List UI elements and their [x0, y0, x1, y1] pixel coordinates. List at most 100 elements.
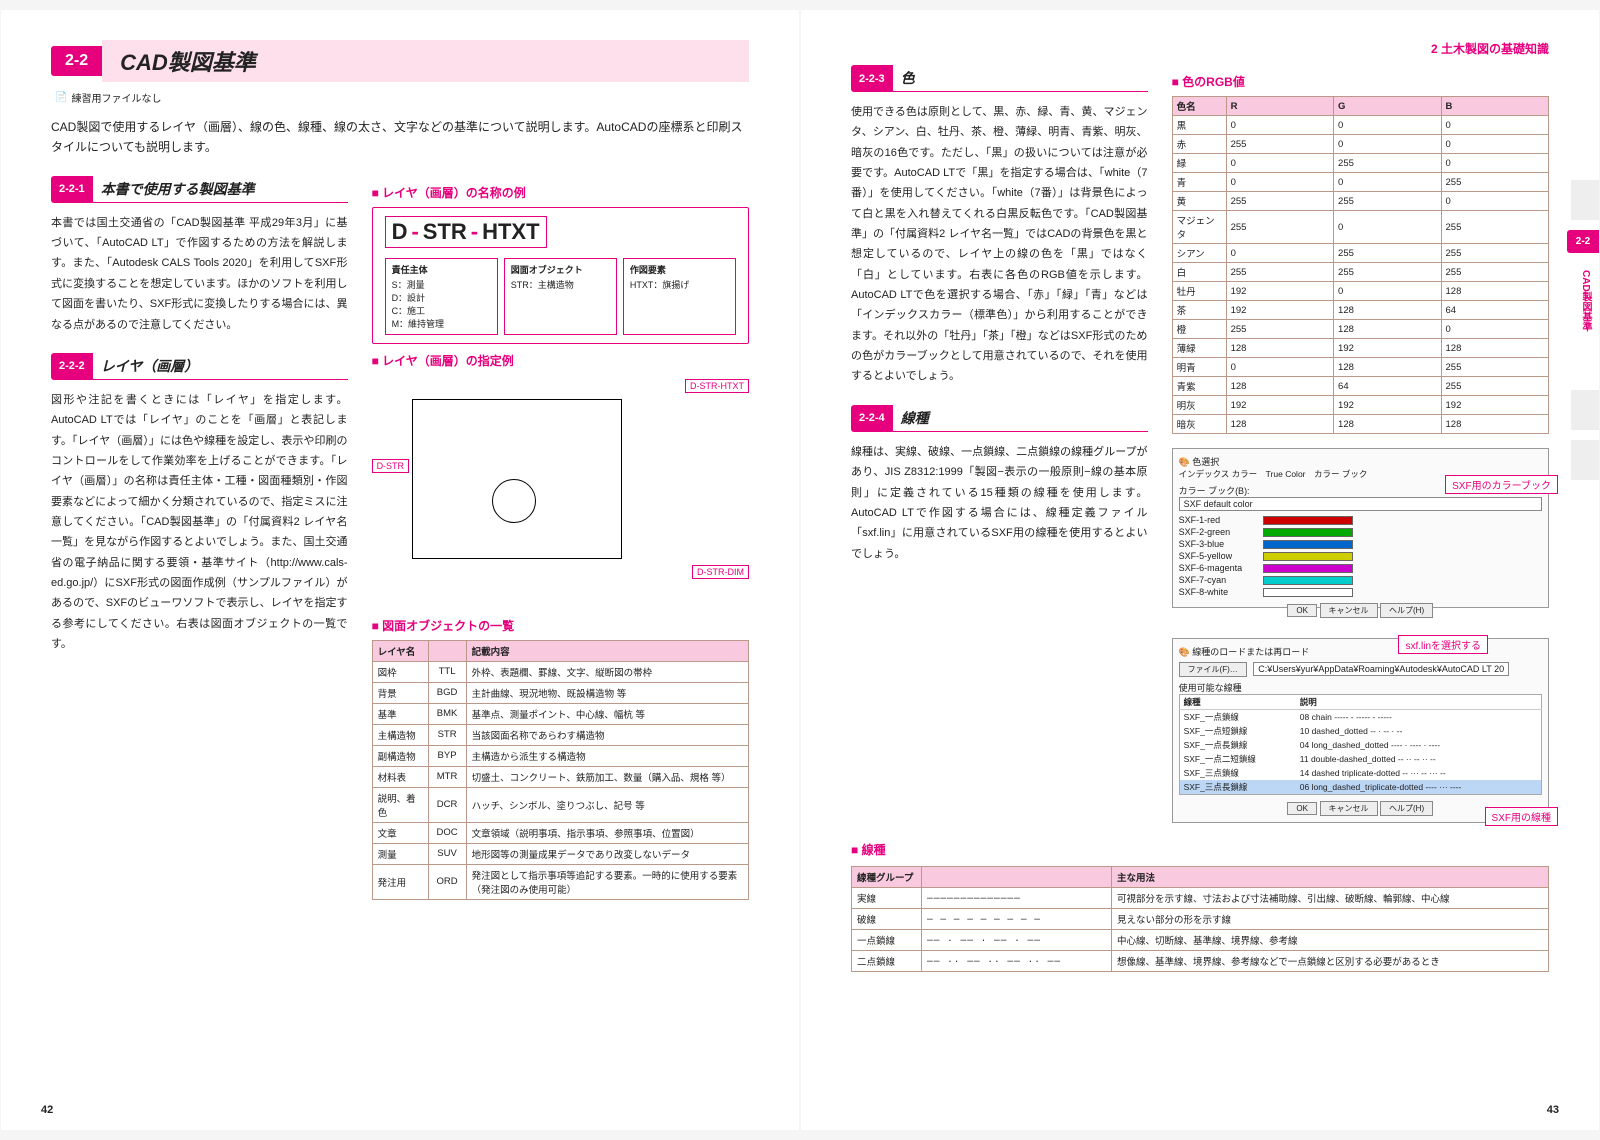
- table-cell: 一点鎖線: [852, 930, 922, 951]
- cancel-button[interactable]: キャンセル: [1320, 801, 1378, 816]
- table-cell: 0: [1334, 116, 1441, 135]
- table-row: 背景BGD主計曲線、現況地物、既設構造物 等: [372, 682, 748, 703]
- ok-button[interactable]: OK: [1287, 604, 1317, 617]
- table-cell: ハッチ、シンボル、塗りつぶし、記号 等: [466, 787, 748, 822]
- table-cell: 255: [1441, 377, 1549, 396]
- swatch-row[interactable]: SXF-2-green: [1179, 527, 1542, 537]
- table-row: 白255255255: [1172, 263, 1548, 282]
- subsection-banner: 2-2-1 本書で使用する製図基準: [51, 176, 348, 203]
- col-header: 説明: [1296, 695, 1542, 710]
- table-cell: 背景: [372, 682, 428, 703]
- table-row: 発注用ORD発注図として指示事項等追記する要素。一時的に使用する要素（発注図のみ…: [372, 864, 748, 899]
- table-cell: BYP: [428, 745, 466, 766]
- side-tab-grey: [1571, 440, 1599, 480]
- col-header: レイヤ名: [372, 640, 428, 661]
- swatch-label: SXF-8-white: [1179, 587, 1259, 597]
- swatch-row[interactable]: SXF-6-magenta: [1179, 563, 1542, 573]
- table-cell: SXF_三点鎖線: [1179, 766, 1296, 780]
- col-header: G: [1334, 97, 1441, 116]
- heading: 線種: [851, 841, 1549, 858]
- list-item[interactable]: SXF_一点鎖線08 chain ----- - ----- - -----: [1179, 710, 1541, 725]
- table-cell: 二点鎖線: [852, 951, 922, 972]
- body-text: 図形や注記を書くときには「レイヤ」を指定します。AutoCAD LTでは「レイヤ…: [51, 390, 348, 654]
- file-path-field[interactable]: C:¥Users¥yur¥AppData¥Roaming¥Autodesk¥Au…: [1253, 662, 1509, 676]
- table-cell: 128: [1334, 358, 1441, 377]
- rgb-table: 色名 R G B 黒000赤25500緑02550青00255黄2552550マ…: [1172, 96, 1549, 434]
- table-cell: 基準: [372, 703, 428, 724]
- swatch-row[interactable]: SXF-5-yellow: [1179, 551, 1542, 561]
- file-button[interactable]: ファイル(F)…: [1179, 662, 1247, 677]
- list-item[interactable]: SXF_一点長鎖線04 long_dashed_dotted ---- · --…: [1179, 738, 1541, 752]
- table-cell: DCR: [428, 787, 466, 822]
- list-item[interactable]: SXF_三点長鎖線06 long_dashed_triplicate-dotte…: [1179, 780, 1541, 795]
- subsection-title: 色: [893, 65, 1148, 92]
- table-cell: 当該図面名称であらわす構造物: [466, 724, 748, 745]
- table-cell: 255: [1226, 263, 1333, 282]
- color-swatch: [1263, 528, 1353, 537]
- legend-box: 作図要素HTXT：旗揚げ: [623, 258, 736, 335]
- help-button[interactable]: ヘルプ(H): [1380, 801, 1433, 816]
- table-cell: 破線: [852, 909, 922, 930]
- table-cell: SXF_一点短鎖線: [1179, 724, 1296, 738]
- col-header: 記載内容: [466, 640, 748, 661]
- table-cell: 0: [1441, 320, 1549, 339]
- side-tab-grey: [1571, 180, 1599, 220]
- callout-label: D-STR-DIM: [692, 565, 749, 579]
- table-row: 牡丹1920128: [1172, 282, 1548, 301]
- table-cell: 0: [1441, 154, 1549, 173]
- table-row: 黒000: [1172, 116, 1548, 135]
- color-swatch: [1263, 516, 1353, 525]
- page-number: 43: [1547, 1104, 1559, 1116]
- ok-button[interactable]: OK: [1287, 802, 1317, 815]
- legend-box: 図面オブジェクトSTR：主構造物: [504, 258, 617, 335]
- list-item[interactable]: SXF_一点二短鎖線11 double-dashed_dotted -- ·· …: [1179, 752, 1541, 766]
- table-cell: SXF_一点長鎖線: [1179, 738, 1296, 752]
- callout-arrow: SXF用のカラーブック: [1445, 475, 1558, 494]
- color-swatch: [1263, 552, 1353, 561]
- table-cell: 128: [1441, 282, 1549, 301]
- swatch-row[interactable]: SXF-7-cyan: [1179, 575, 1542, 585]
- list-item[interactable]: SXF_一点短鎖線10 dashed_dotted -- · -- · --: [1179, 724, 1541, 738]
- intro-text: CAD製図で使用するレイヤ（画層）、線の色、線種、線の太さ、文字などの基準につい…: [51, 117, 749, 158]
- table-cell: 0: [1334, 135, 1441, 154]
- table-row: 破線─ ─ ─ ─ ─ ─ ─ ─ ─見えない部分の形を示す線: [852, 909, 1549, 930]
- color-swatch: [1263, 564, 1353, 573]
- table-cell: 0: [1334, 173, 1441, 192]
- section-title: CAD製図基準: [102, 40, 749, 82]
- table-cell: 192: [1226, 282, 1333, 301]
- cancel-button[interactable]: キャンセル: [1320, 603, 1378, 618]
- swatch-row[interactable]: SXF-3-blue: [1179, 539, 1542, 549]
- legend-body: HTXT：旗揚げ: [630, 280, 690, 290]
- swatch-row[interactable]: SXF-1-red: [1179, 515, 1542, 525]
- table-cell: シアン: [1172, 244, 1226, 263]
- table-row: 副構造物BYP主構造から派生する構造物: [372, 745, 748, 766]
- subsection-title: 線種: [893, 405, 1148, 432]
- col-header: 線種: [1179, 695, 1296, 710]
- table-row: 図枠TTL外枠、表題欄、罫線、文字、縦断図の帯枠: [372, 661, 748, 682]
- color-swatch: [1263, 576, 1353, 585]
- practice-file-note: 練習用ファイルなし: [55, 90, 749, 105]
- side-tab-grey: [1571, 390, 1599, 430]
- table-cell: マジェンタ: [1172, 211, 1226, 244]
- subsection-title: レイヤ（画層）: [93, 353, 348, 380]
- colorbook-field[interactable]: SXF default color: [1179, 497, 1542, 511]
- swatch-row[interactable]: SXF-8-white: [1179, 587, 1542, 597]
- table-cell: 図枠: [372, 661, 428, 682]
- layer-name-diagram: D- STR- HTXT 責任主体S：測量 D：設計 C：施工 M：維持管理 図…: [372, 207, 749, 344]
- table-cell: 赤: [1172, 135, 1226, 154]
- table-row: 説明、着色DCRハッチ、シンボル、塗りつぶし、記号 等: [372, 787, 748, 822]
- help-button[interactable]: ヘルプ(H): [1380, 603, 1433, 618]
- subsection-number: 2-2-2: [51, 353, 93, 380]
- table-cell: 128: [1334, 415, 1441, 434]
- side-tab-vertical: CAD製図基準: [1578, 270, 1593, 332]
- table-cell: 外枠、表題欄、罫線、文字、縦断図の帯枠: [466, 661, 748, 682]
- table-cell: SXF_三点長鎖線: [1179, 780, 1296, 795]
- col-header: 主な用法: [1112, 867, 1549, 888]
- table-cell: DOC: [428, 822, 466, 843]
- table-cell: 255: [1226, 320, 1333, 339]
- list-item[interactable]: SXF_三点鎖線14 dashed triplicate-dotted -- ·…: [1179, 766, 1541, 780]
- body-text: 本書では国土交通省の「CAD製図基準 平成29年3月」に基づいて、「AutoCA…: [51, 213, 348, 335]
- color-swatch: [1263, 540, 1353, 549]
- table-cell: ─ ─ ─ ─ ─ ─ ─ ─ ─: [922, 909, 1112, 930]
- table-cell: STR: [428, 724, 466, 745]
